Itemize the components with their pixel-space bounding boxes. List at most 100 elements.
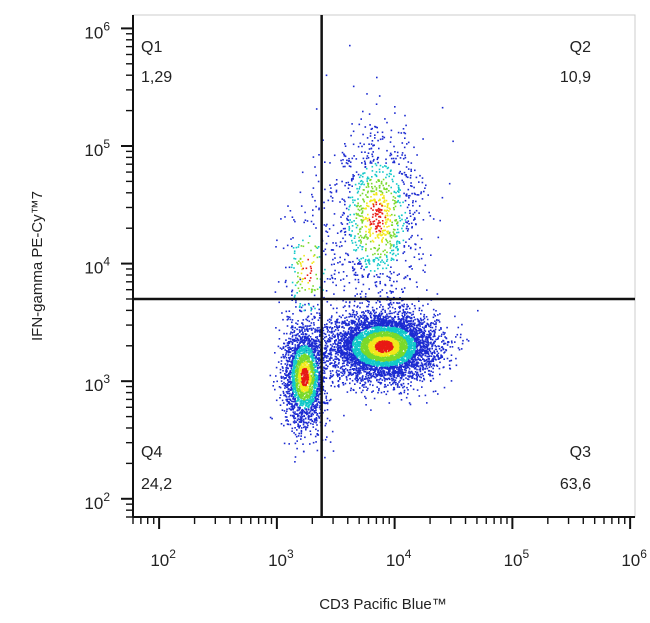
- event-point: [389, 152, 392, 155]
- event-point: [349, 313, 352, 316]
- event-point: [354, 363, 356, 366]
- event-point: [345, 349, 348, 351]
- event-point: [423, 315, 425, 318]
- event-point: [336, 349, 339, 351]
- event-point: [434, 335, 436, 338]
- event-point: [409, 215, 412, 217]
- event-point: [324, 326, 326, 328]
- event-point: [394, 310, 397, 313]
- event-point: [287, 351, 290, 354]
- event-point: [376, 386, 378, 388]
- event-point: [377, 373, 380, 375]
- event-point: [404, 137, 406, 139]
- event-point: [335, 189, 338, 192]
- event-point: [341, 245, 343, 247]
- event-point: [382, 324, 385, 327]
- event-point: [413, 334, 415, 336]
- event-point: [434, 348, 437, 351]
- event-point: [297, 414, 299, 416]
- event-point: [310, 422, 312, 425]
- event-point: [401, 142, 404, 144]
- event-point: [308, 404, 311, 406]
- events-layer: [269, 44, 479, 463]
- event-point: [325, 342, 328, 345]
- event-point: [294, 220, 296, 223]
- event-point: [357, 375, 359, 377]
- event-point: [312, 338, 315, 341]
- event-point: [316, 362, 318, 365]
- event-point: [359, 330, 361, 332]
- event-point: [349, 366, 352, 369]
- event-point: [353, 315, 356, 318]
- event-point: [403, 331, 406, 334]
- event-point: [382, 166, 384, 168]
- event-point: [311, 402, 314, 404]
- event-point: [359, 365, 362, 368]
- event-point: [304, 436, 306, 439]
- event-point: [369, 380, 372, 383]
- event-point: [408, 238, 411, 240]
- event-point: [413, 352, 415, 354]
- event-point: [419, 379, 421, 382]
- event-point: [324, 361, 327, 364]
- event-point: [331, 197, 334, 199]
- event-point: [349, 261, 352, 263]
- event-point: [332, 249, 335, 251]
- event-point: [338, 321, 341, 324]
- event-point: [311, 412, 313, 415]
- event-point: [366, 317, 368, 320]
- event-point: [269, 374, 272, 377]
- event-point: [400, 399, 403, 401]
- event-point: [329, 419, 331, 422]
- event-point: [359, 377, 361, 379]
- event-point: [363, 331, 366, 333]
- event-point: [361, 274, 364, 277]
- event-point: [440, 328, 442, 330]
- event-point: [418, 309, 421, 312]
- event-point: [380, 382, 383, 384]
- event-point: [322, 272, 325, 275]
- event-point: [364, 327, 366, 329]
- event-point: [317, 319, 320, 321]
- event-point: [330, 385, 332, 387]
- event-point: [310, 220, 313, 223]
- event-point: [344, 331, 347, 333]
- event-point: [353, 369, 355, 371]
- event-point: [407, 358, 410, 361]
- event-point: [312, 345, 314, 347]
- event-point: [431, 345, 433, 348]
- event-point: [367, 330, 369, 333]
- event-point: [300, 419, 302, 421]
- event-point: [352, 260, 354, 263]
- event-point: [278, 301, 280, 304]
- event-point: [281, 377, 283, 379]
- event-point: [293, 391, 295, 393]
- event-point: [339, 256, 341, 259]
- event-point: [433, 334, 436, 336]
- event-point: [364, 162, 366, 164]
- event-point: [334, 335, 336, 338]
- event-point: [406, 316, 409, 319]
- event-point: [336, 232, 339, 234]
- event-point: [411, 335, 413, 337]
- event-point: [285, 419, 287, 422]
- event-point: [287, 423, 290, 426]
- event-point: [393, 320, 396, 323]
- event-point: [413, 256, 416, 258]
- event-point: [411, 360, 414, 362]
- event-point: [287, 318, 290, 320]
- event-point: [359, 387, 361, 389]
- event-point: [360, 332, 363, 335]
- event-point: [416, 389, 419, 391]
- event-point: [291, 343, 294, 345]
- event-point: [325, 357, 328, 359]
- event-point: [452, 140, 454, 143]
- event-point: [303, 414, 305, 417]
- event-point: [293, 420, 296, 422]
- event-point: [345, 182, 348, 184]
- event-point: [274, 291, 277, 293]
- event-point: [338, 374, 341, 376]
- event-point: [313, 342, 316, 345]
- event-point: [405, 175, 408, 178]
- event-point: [362, 367, 364, 369]
